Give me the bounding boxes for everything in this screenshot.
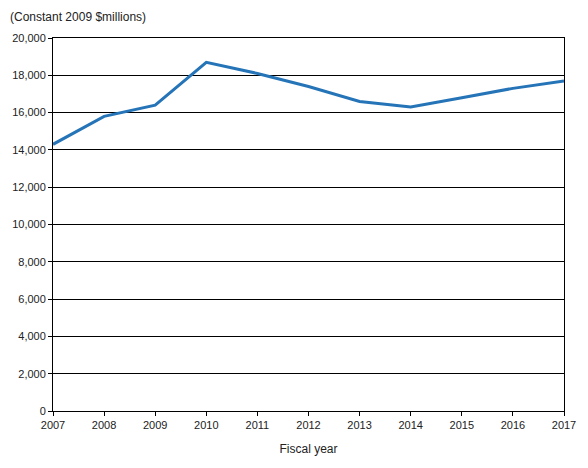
svg-text:(Constant 2009 $millions): (Constant 2009 $millions) xyxy=(10,10,146,24)
svg-text:2,000: 2,000 xyxy=(18,368,46,380)
svg-text:Fiscal year: Fiscal year xyxy=(279,442,337,456)
svg-text:18,000: 18,000 xyxy=(12,69,46,81)
svg-text:20,000: 20,000 xyxy=(12,32,46,44)
svg-text:2011: 2011 xyxy=(246,419,270,431)
svg-text:0: 0 xyxy=(40,405,46,417)
svg-text:2008: 2008 xyxy=(92,419,116,431)
svg-text:2009: 2009 xyxy=(143,419,167,431)
svg-text:12,000: 12,000 xyxy=(12,181,46,193)
svg-text:2012: 2012 xyxy=(296,419,320,431)
svg-text:10,000: 10,000 xyxy=(12,218,46,230)
svg-text:2010: 2010 xyxy=(194,419,218,431)
svg-text:2017: 2017 xyxy=(552,419,576,431)
svg-text:8,000: 8,000 xyxy=(18,256,46,268)
svg-text:2013: 2013 xyxy=(347,419,371,431)
svg-text:2014: 2014 xyxy=(398,419,422,431)
svg-text:2016: 2016 xyxy=(501,419,525,431)
svg-text:16,000: 16,000 xyxy=(12,106,46,118)
svg-text:14,000: 14,000 xyxy=(12,144,46,156)
svg-text:4,000: 4,000 xyxy=(18,330,46,342)
svg-text:2015: 2015 xyxy=(450,419,474,431)
svg-text:2007: 2007 xyxy=(41,419,65,431)
svg-text:6,000: 6,000 xyxy=(18,293,46,305)
